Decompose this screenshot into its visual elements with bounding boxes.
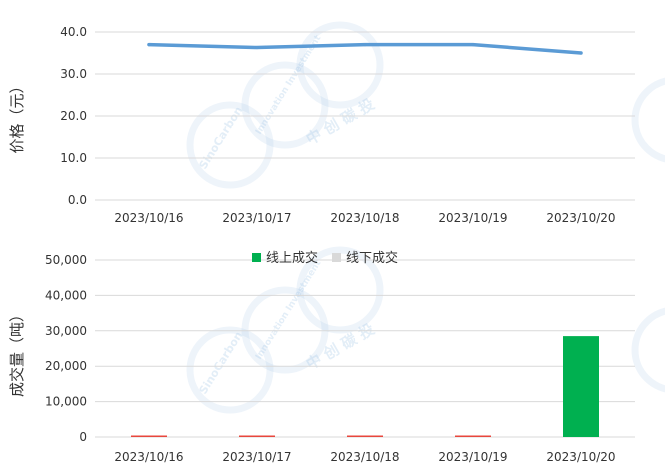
volume-bar-marker: [347, 435, 383, 437]
price-chart: 0.0 10.0 20.0 30.0 40.0 2023/10/16 2023/10/17 2…: [8, 25, 635, 225]
price-x-tick-label: 2023/10/20: [546, 211, 615, 225]
watermark-ring: [241, 286, 329, 374]
volume-y-tick-label: 50,000: [45, 253, 87, 267]
watermark-ring: [241, 61, 329, 149]
volume-x-tick-label: 2023/10/17: [222, 450, 291, 464]
watermark-subtitle: Innovation Investment: [254, 258, 324, 361]
price-x-tick-label: 2023/10/16: [114, 211, 183, 225]
volume-x-tick-label: 2023/10/19: [438, 450, 507, 464]
watermark-ring: [186, 101, 274, 189]
price-point: [579, 51, 583, 55]
price-point: [147, 43, 151, 47]
volume-y-tick-label: 30,000: [45, 324, 87, 338]
price-y-tick-label: 40.0: [60, 25, 87, 39]
price-y-tick-label: 30.0: [60, 67, 87, 81]
volume-x-tick-label: 2023/10/20: [546, 450, 615, 464]
volume-bar: [563, 336, 599, 437]
price-y-tick-label: 10.0: [60, 151, 87, 165]
watermark-ring: [631, 77, 665, 163]
price-point: [471, 43, 475, 47]
price-x-tick-label: 2023/10/19: [438, 211, 507, 225]
watermark-ring: [186, 326, 274, 414]
legend-label: 线下成交: [346, 250, 398, 266]
volume-x-tick-label: 2023/10/16: [114, 450, 183, 464]
volume-chart: 0 10,000 20,000 30,000 40,000 50,000 2023/10/1…: [8, 250, 635, 464]
watermark-ring: [631, 307, 665, 393]
volume-y-tick-label: 10,000: [45, 395, 87, 409]
price-x-tick-label: 2023/10/18: [330, 211, 399, 225]
watermark-ring: [296, 246, 384, 334]
volume-legend: 线上成交 线下成交: [252, 250, 398, 266]
price-x-tick-label: 2023/10/17: [222, 211, 291, 225]
volume-y-axis-label: 成交量（吨）: [8, 307, 26, 397]
legend-swatch: [332, 253, 341, 262]
volume-y-tick-label: 20,000: [45, 359, 87, 373]
price-y-tick-label: 20.0: [60, 109, 87, 123]
volume-y-tick-label: 40,000: [45, 288, 87, 302]
volume-bar-marker: [239, 435, 275, 437]
volume-bar-marker: [131, 435, 167, 437]
volume-x-tick-label: 2023/10/18: [330, 450, 399, 464]
price-y-axis-label: 价格（元）: [8, 78, 26, 153]
price-point: [363, 43, 367, 47]
legend-label: 线上成交: [266, 250, 318, 266]
legend-swatch: [252, 253, 261, 262]
price-y-tick-label: 0.0: [68, 193, 87, 207]
volume-y-tick-label: 0: [79, 430, 87, 444]
price-point: [255, 45, 259, 50]
watermark-ring: [296, 21, 384, 109]
volume-bar-marker: [455, 435, 491, 437]
